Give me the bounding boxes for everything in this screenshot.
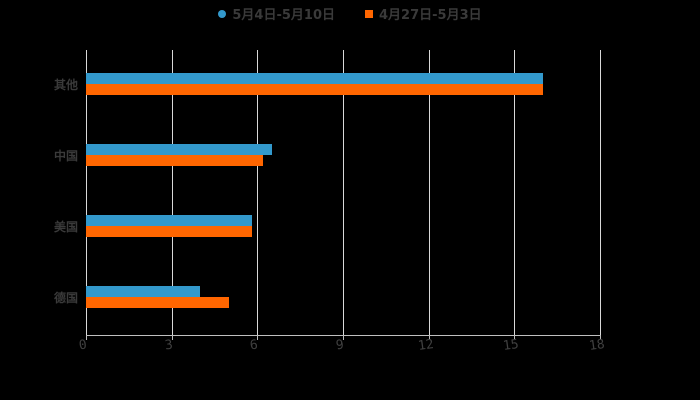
x-tick <box>514 335 516 340</box>
legend-label: 5月4日-5月10日 <box>232 8 335 23</box>
x-tick-label: 3 <box>163 337 174 354</box>
bar-week-apr27[interactable] <box>86 83 543 95</box>
legend-item[interactable]: 5月4日-5月10日 <box>218 4 335 23</box>
gridline <box>514 50 516 335</box>
x-tick <box>600 335 601 340</box>
gridline <box>171 50 173 335</box>
x-tick-label: 18 <box>588 336 606 355</box>
legend-item[interactable]: 4月27日-5月3日 <box>365 4 482 23</box>
x-tick <box>257 335 259 340</box>
plot-area <box>86 50 601 335</box>
x-tick <box>171 335 173 340</box>
gridline <box>343 50 344 335</box>
legend-label: 4月27日-5月3日 <box>379 8 482 23</box>
chart-legend: 5月4日-5月10日 4月27日-5月3日 <box>0 4 700 23</box>
category-label: 德国 <box>53 291 78 306</box>
bar-week-may4[interactable] <box>86 72 543 84</box>
bar-week-apr27[interactable] <box>86 226 252 238</box>
x-tick <box>428 335 430 340</box>
category-label: 中国 <box>53 148 78 163</box>
legend-swatch-icon <box>218 9 227 18</box>
category-label: 其他 <box>53 77 78 92</box>
bar-week-apr27[interactable] <box>86 154 264 166</box>
bar-week-may4[interactable] <box>86 286 201 298</box>
x-tick <box>343 335 344 340</box>
x-tick-label: 12 <box>416 336 435 355</box>
gridline <box>86 50 87 335</box>
legend-swatch-icon <box>365 9 373 18</box>
category-label: 美国 <box>53 220 78 235</box>
gridline <box>257 50 259 335</box>
bar-week-apr27[interactable] <box>86 297 229 309</box>
x-tick <box>86 335 87 340</box>
gridline <box>600 50 601 335</box>
x-tick-label: 15 <box>502 336 520 355</box>
bar-week-may4[interactable] <box>86 143 272 155</box>
bar-week-may4[interactable] <box>86 215 252 227</box>
gridline <box>428 50 430 335</box>
